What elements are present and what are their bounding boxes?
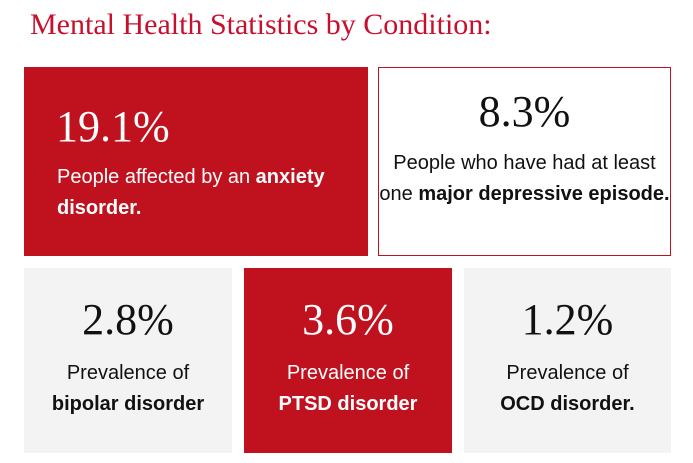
stat-description: Prevalence of OCD disorder. (464, 358, 671, 420)
stat-condition: major depressive episode. (418, 183, 670, 205)
stat-value: 19.1% (56, 102, 170, 151)
stat-card-ocd: 1.2% Prevalence of OCD disorder. (464, 268, 671, 453)
stat-text: Prevalence of (286, 362, 410, 384)
stat-description: Prevalence of bipolar disorder (24, 358, 232, 420)
stat-text: Prevalence of (66, 362, 190, 384)
stat-condition: OCD disorder. (500, 393, 635, 415)
stat-card-anxiety: 19.1% People affected by an anxiety diso… (24, 67, 368, 256)
stat-text: People affected by an (57, 166, 256, 188)
stat-card-bipolar: 2.8% Prevalence of bipolar disorder (24, 268, 232, 453)
stat-condition: PTSD disorder (278, 393, 418, 415)
stat-text: People who have had at least one (379, 152, 656, 205)
stat-value: 8.3% (478, 87, 571, 136)
stat-card-depression: 8.3% People who have had at least one ma… (378, 67, 671, 256)
stat-value: 3.6% (302, 295, 394, 344)
stat-condition: bipolar disorder (51, 393, 205, 415)
stat-description: People who have had at least one major d… (379, 148, 670, 210)
stat-description: Prevalence of PTSD disorder (244, 358, 452, 420)
stat-description: People affected by an anxiety disorder. (57, 162, 357, 224)
stat-card-ptsd: 3.6% Prevalence of PTSD disorder (244, 268, 452, 453)
stat-text: Prevalence of (506, 362, 629, 384)
stat-condition: anxiety disorder. (57, 166, 325, 219)
stat-value: 2.8% (82, 295, 174, 344)
page-title: Mental Health Statistics by Condition: (30, 8, 492, 41)
stat-value: 1.2% (521, 295, 614, 344)
